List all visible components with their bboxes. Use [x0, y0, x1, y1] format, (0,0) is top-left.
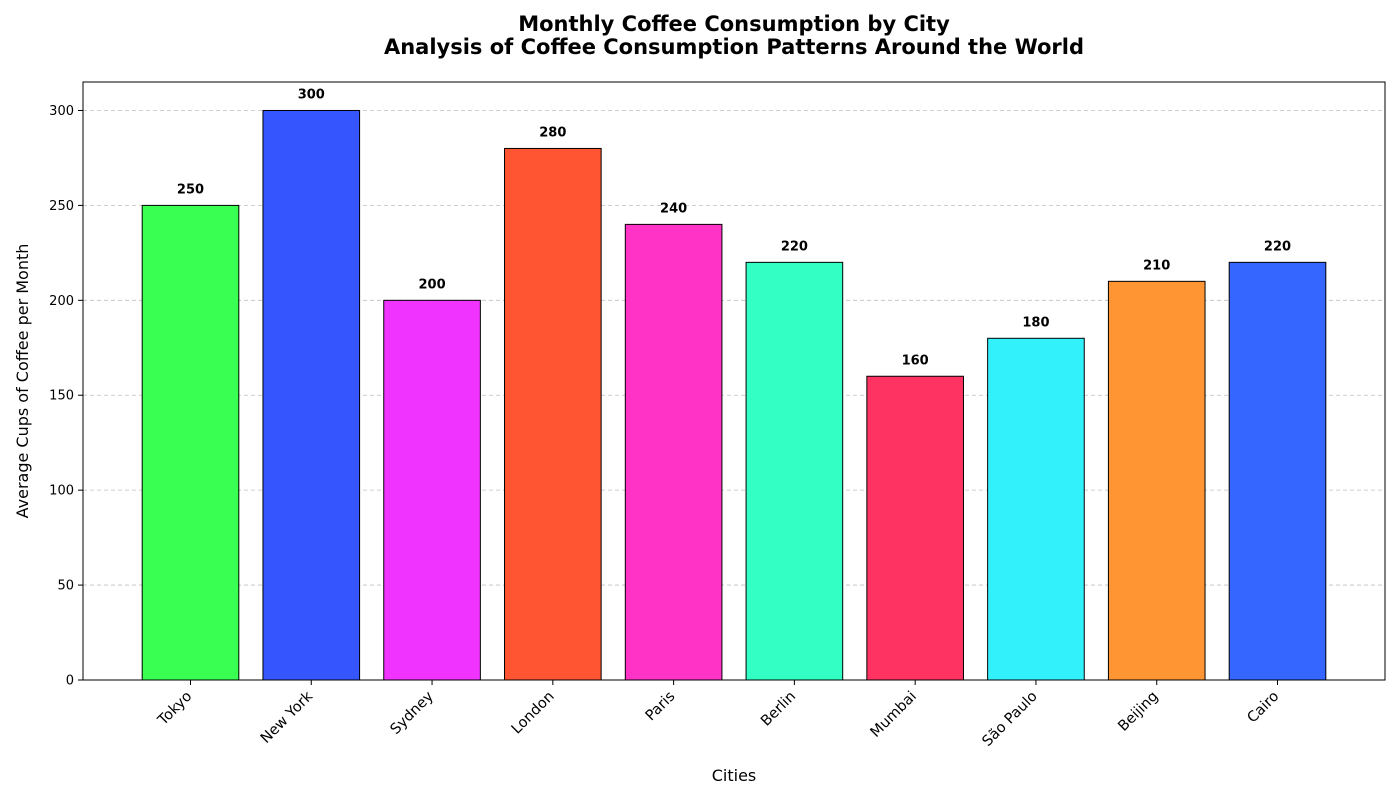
bar — [383, 299, 481, 681]
bar-value-label: 250 — [177, 182, 204, 197]
y-tick-label: 200 — [49, 294, 74, 309]
bars — [141, 109, 1327, 681]
x-tick-label: Beijing — [1115, 689, 1161, 735]
bar-value-label: 280 — [539, 125, 566, 140]
bar-value-label: 240 — [660, 201, 687, 216]
x-tick-label: São Paulo — [980, 688, 1041, 749]
bar-value-label: 160 — [902, 353, 929, 368]
y-tick-label: 100 — [49, 484, 74, 499]
bar-value-label: 220 — [781, 239, 808, 254]
x-tick-label: London — [509, 689, 558, 738]
x-tick-label: Cairo — [1244, 688, 1282, 726]
bar — [504, 147, 602, 681]
plot-frame — [82, 81, 1386, 681]
x-tick-label: Sydney — [388, 688, 438, 738]
x-tick-label: Tokyo — [155, 688, 196, 729]
y-axis-ticks: 0 50 100 150 200 250 300 — [49, 104, 83, 689]
x-tick-label: Mumbai — [868, 689, 920, 741]
y-tick-label: 50 — [57, 579, 74, 594]
x-axis-ticks: Tokyo New York Sydney London Paris Berlin Mumb… — [155, 680, 1282, 750]
y-tick-label: 150 — [49, 389, 74, 404]
value-labels: 250 300 200 280 240 220 160 180 210 220 — [177, 87, 1291, 368]
x-axis-label: Cities — [712, 766, 757, 785]
y-tick-label: 0 — [66, 674, 74, 689]
bar-value-label: 180 — [1022, 315, 1049, 330]
chart-subtitle: Analysis of Coffee Consumption Patterns … — [384, 35, 1084, 59]
x-tick-label: Paris — [643, 689, 679, 725]
x-tick-label: Berlin — [758, 689, 799, 730]
bar — [1228, 261, 1327, 681]
bar-value-label: 220 — [1264, 239, 1291, 254]
bar — [624, 223, 723, 681]
bar — [745, 261, 844, 681]
bar — [1107, 280, 1206, 681]
y-tick-label: 250 — [49, 199, 74, 214]
bar — [987, 337, 1085, 681]
bar — [141, 204, 240, 681]
chart-title: Monthly Coffee Consumption by City — [518, 12, 950, 36]
bar-value-label: 210 — [1143, 258, 1170, 273]
bar-value-label: 200 — [418, 277, 445, 292]
y-axis-label: Average Cups of Coffee per Month — [13, 244, 32, 519]
bar — [262, 109, 361, 681]
bar-value-label: 300 — [298, 87, 325, 102]
y-tick-label: 300 — [49, 104, 74, 119]
x-tick-label: New York — [258, 688, 317, 747]
bar — [866, 375, 964, 681]
